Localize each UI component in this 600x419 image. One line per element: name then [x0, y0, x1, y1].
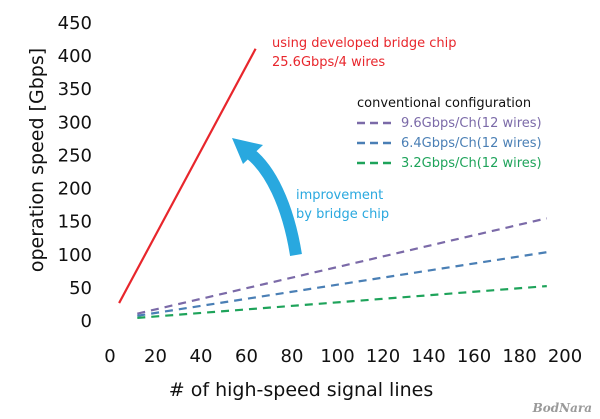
x-tick-label: 40 [190, 346, 213, 367]
y-tick-label: 400 [58, 46, 92, 67]
developed-note-line2: 25.6Gbps/4 wires [272, 55, 385, 70]
legend-entry: 6.4Gbps/Ch(12 wires) [401, 136, 542, 151]
series-lines [118, 48, 548, 319]
x-tick-label: 100 [320, 346, 354, 367]
series-line [118, 48, 257, 304]
series-line [137, 284, 547, 319]
legend-entry: 3.2Gbps/Ch(12 wires) [401, 156, 542, 171]
improvement-arrow-head [232, 138, 263, 164]
x-tick-label: 140 [411, 346, 445, 367]
x-tick-label: 120 [366, 346, 400, 367]
x-tick-label: 60 [235, 346, 258, 367]
y-tick-label: 200 [58, 179, 92, 200]
x-tick-label: 160 [457, 346, 491, 367]
y-tick-label: 150 [58, 212, 92, 233]
x-tick-label: 180 [502, 346, 536, 367]
x-tick-label: 20 [144, 346, 167, 367]
legend: 9.6Gbps/Ch(12 wires) 6.4Gbps/Ch(12 wires)… [357, 116, 542, 171]
y-tick-label: 450 [58, 13, 92, 34]
series-line [137, 251, 547, 317]
x-tick-label: 0 [104, 346, 115, 367]
y-tick-label: 100 [58, 245, 92, 266]
x-tick-label: 80 [281, 346, 304, 367]
x-tick-label: 200 [548, 346, 582, 367]
improvement-arrow-shaft [244, 147, 302, 256]
y-tick-label: 350 [58, 79, 92, 100]
y-tick-label: 0 [81, 311, 92, 332]
series-line [137, 217, 548, 315]
improvement-note-line2: by bridge chip [296, 207, 389, 222]
y-tick-label: 300 [58, 112, 92, 133]
y-tick-label: 250 [58, 145, 92, 166]
y-tick-labels: 0 50 100 150 200 250 300 350 400 450 [58, 13, 92, 332]
legend-title: conventional configuration [357, 96, 531, 111]
legend-entry: 9.6Gbps/Ch(12 wires) [401, 116, 542, 131]
x-axis-label: # of high-speed signal lines [169, 379, 433, 401]
developed-note-line1: using developed bridge chip [272, 36, 456, 51]
improvement-note-line1: improvement [296, 188, 383, 203]
watermark-logo: BodNara [532, 401, 592, 415]
y-axis-label: operation speed [Gbps] [26, 48, 48, 272]
x-tick-labels: 0 20 40 60 80 100 120 140 160 180 200 [104, 346, 582, 367]
y-tick-label: 50 [69, 278, 92, 299]
